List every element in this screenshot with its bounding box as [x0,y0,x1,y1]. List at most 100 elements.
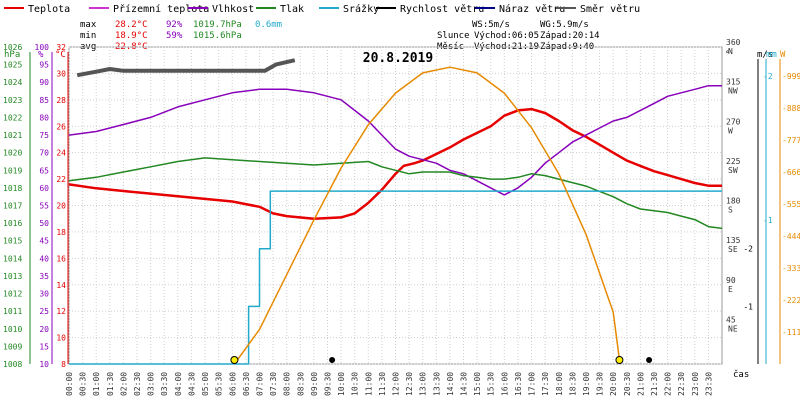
time-axis-label: čas [733,369,749,380]
solar-tick-label: -999 [782,72,800,81]
pressure-tick-label: 1014 [3,254,22,263]
temperature-tick-label: 26 [56,122,66,131]
direction-tick-degrees: 45 [726,315,736,324]
x-tick-label: 08:30 [296,372,305,396]
x-tick-label: 05:00 [201,372,210,396]
x-tick-label: 14:30 [460,372,469,396]
humidity-tick-label: 85 [39,96,49,105]
wind-tick-label: -2 [743,245,753,254]
stat-value: 28.2°C [115,20,148,30]
legend-label: Rychlost větru [400,3,484,15]
x-tick-label: 13:00 [419,372,428,396]
x-tick-label: 22:00 [664,372,673,396]
solar-tick-label: -777 [782,136,800,145]
x-tick-label: 09:00 [310,372,319,396]
plot-area [68,58,723,365]
pressure-tick-label: 1025 [3,61,22,70]
x-tick-label: 17:00 [528,372,537,396]
series-sm-r-v-tru [76,58,296,78]
x-tick-label: 16:00 [500,372,509,396]
stat-value: 92% [166,20,183,30]
x-tick-label: 14:00 [446,372,455,396]
sunset-marker [615,356,624,364]
x-tick-label: 02:00 [119,372,128,396]
pressure-tick-label: 1026 [3,43,22,52]
x-tick-label: 04:30 [187,372,196,396]
stat-value: min [80,31,96,41]
x-tick-label: 21:00 [636,372,645,396]
direction-tick-compass: S [728,206,733,215]
stat-value: 59% [166,31,183,41]
x-tick-label: 11:30 [378,372,387,396]
humidity-tick-label: 10 [39,360,49,369]
x-tick-label: 03:00 [147,372,156,396]
humidity-tick-label: 95 [39,61,49,70]
moonset-marker [329,357,336,363]
humidity-tick-label: 60 [39,184,49,193]
direction-tick-degrees: 315 [726,78,741,87]
direction-tick-compass: W [728,126,733,135]
x-tick-label: 15:30 [487,372,496,396]
temperature-tick-label: 18 [56,228,66,237]
x-tick-label: 06:30 [242,372,251,396]
humidity-tick-label: 50 [39,219,49,228]
pressure-tick-label: 1022 [3,113,22,122]
humidity-tick-label: 15 [39,342,49,351]
x-tick-label: 07:00 [255,372,264,396]
x-tick-label: 23:00 [691,372,700,396]
direction-tick-degrees: 270 [726,117,741,126]
x-tick-label: 21:30 [650,372,659,396]
x-tick-label: 15:00 [473,372,482,396]
stat-value: 1015.6hPa [193,31,242,41]
legend-label: Přízemní teplota [113,3,209,15]
solar-unit: W [780,50,786,60]
legend-label: Tlak [280,4,304,15]
humidity-tick-label: 100 [35,43,50,52]
x-tick-label: 18:00 [555,372,564,396]
pressure-tick-label: 1012 [3,290,22,299]
direction-tick-compass: SW [728,166,738,175]
temperature-tick-label: 22 [56,175,66,184]
solar-tick-label: -666 [782,168,800,177]
pressure-tick-label: 1024 [3,78,22,87]
legend-label: Vlhkost [212,4,254,15]
sun-label: Slunce [437,31,470,41]
humidity-tick-label: 40 [39,254,49,263]
humidity-tick-label: 45 [39,237,49,246]
stat-value: 1019.7hPa [193,20,242,30]
solar-tick-label: -111 [782,328,800,337]
x-tick-label: 11:00 [364,372,373,396]
solar-tick-label: -444 [782,232,800,241]
humidity-unit: % [38,50,44,60]
legend-label: Teplota [28,4,70,15]
humidity-tick-label: 65 [39,166,49,175]
stat-value: max [80,20,97,30]
pressure-tick-label: 1010 [3,325,22,334]
x-tick-label: 09:30 [323,372,332,396]
series-teplota [68,107,722,220]
direction-tick-degrees: 180 [726,197,741,206]
stat-value: 0.6mm [255,20,282,30]
direction-tick-compass: NE [728,324,738,333]
legend-label: Směr větru [580,3,640,15]
wind-gust-stat: WG:5.9m/s [540,20,589,30]
pressure-tick-label: 1008 [3,360,22,369]
legend-label: Srážky [343,3,379,15]
x-tick-label: 01:30 [106,372,115,396]
series-sr-ky [69,190,722,365]
pressure-unit: hPa [4,50,20,60]
right-axes: ° m/smm W45NE90E135SE180S225SW270W315NW360… [725,38,800,364]
x-tick-label: 10:00 [337,372,346,396]
x-tick-label: 00:30 [79,372,88,396]
temperature-tick-label: 30 [56,69,66,78]
pressure-tick-label: 1016 [3,219,22,228]
direction-tick-compass: N [728,47,733,56]
temperature-tick-label: 8 [61,360,66,369]
humidity-tick-label: 30 [39,290,49,299]
x-tick-label: 16:30 [514,372,523,396]
direction-unit: ° [725,50,730,60]
solar-tick-label: -333 [782,264,800,273]
series-tlak [68,157,723,230]
x-tick-label: 19:00 [582,372,591,396]
